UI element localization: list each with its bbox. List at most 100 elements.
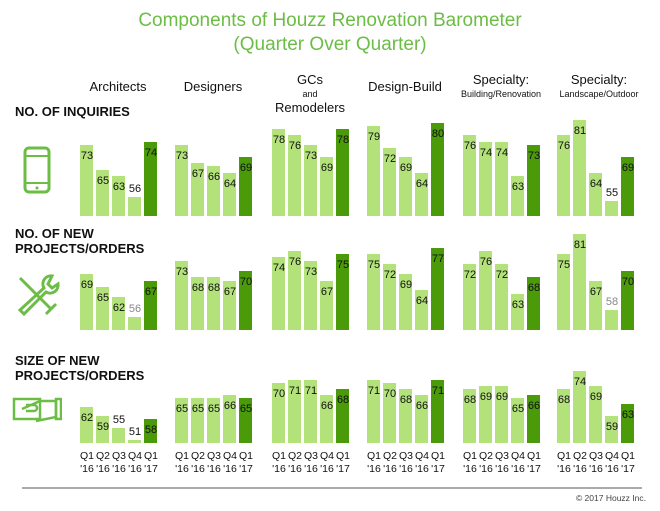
quarter-label: Q4'16 — [127, 450, 142, 475]
value-label: 58 — [144, 424, 158, 436]
value-label: 70 — [272, 388, 286, 400]
value-label: 65 — [511, 403, 525, 415]
bar — [589, 280, 602, 330]
quarter-label: Q4'16 — [319, 450, 334, 475]
value-label: 69 — [479, 391, 493, 403]
value-label: 64 — [589, 177, 603, 190]
quarter-label: Q2'16 — [572, 450, 587, 475]
bar — [80, 273, 93, 330]
value-label: 63 — [112, 180, 126, 193]
bar — [399, 389, 412, 443]
quarter-label: Q3'16 — [588, 450, 603, 475]
quarter-label: Q1'16 — [366, 450, 381, 475]
value-label: 65 — [191, 403, 205, 415]
bar — [511, 293, 524, 330]
value-label: 76 — [463, 140, 477, 153]
bar — [223, 172, 236, 216]
value-label: 63 — [511, 180, 525, 193]
value-label: 71 — [304, 385, 318, 397]
bar — [144, 280, 157, 330]
value-label: 73 — [175, 149, 189, 162]
value-label: 71 — [367, 385, 381, 397]
bar — [511, 398, 524, 443]
quarter-label: Q3'16 — [303, 450, 318, 475]
bar — [511, 175, 524, 216]
value-label: 66 — [320, 400, 334, 412]
value-label: 68 — [463, 394, 477, 406]
value-label: 81 — [573, 124, 587, 137]
quarter-label: Q1'16 — [79, 450, 94, 475]
value-label: 66 — [527, 400, 541, 412]
bar — [223, 280, 236, 330]
bar — [527, 395, 540, 443]
bar — [239, 398, 252, 443]
row-label: NO. OF INQUIRIES — [15, 104, 130, 119]
bar — [495, 264, 508, 330]
bar — [175, 398, 188, 443]
bar — [144, 141, 157, 216]
value-label: 69 — [320, 162, 334, 175]
bar — [367, 126, 380, 216]
value-label: 76 — [479, 255, 493, 268]
bar — [463, 135, 476, 216]
chart-subtitle: (Quarter Over Quarter) — [233, 34, 427, 55]
quarter-label: Q2'16 — [190, 450, 205, 475]
bar — [573, 234, 586, 330]
value-label: 69 — [621, 162, 635, 175]
bar — [96, 287, 109, 330]
value-label: 69 — [399, 162, 413, 175]
value-label: 76 — [288, 140, 302, 153]
bar — [573, 119, 586, 216]
value-label: 67 — [223, 285, 237, 298]
value-label: 70 — [621, 275, 635, 288]
value-label: 71 — [431, 385, 445, 397]
bar — [207, 166, 220, 216]
bar — [191, 163, 204, 216]
bar — [304, 144, 317, 216]
bar — [175, 144, 188, 216]
value-label: 72 — [383, 269, 397, 281]
value-label: 73 — [175, 265, 189, 278]
quarter-label: Q3'16 — [494, 450, 509, 475]
quarter-label: Q1'16 — [462, 450, 477, 475]
bar — [431, 380, 444, 443]
quarter-label: Q1'17 — [526, 450, 541, 475]
value-label: 78 — [336, 134, 350, 147]
bar — [605, 200, 618, 216]
value-label: 68 — [207, 282, 221, 295]
value-label: 68 — [399, 394, 413, 406]
value-label: 56 — [128, 302, 142, 315]
value-label: 51 — [128, 426, 142, 438]
quarter-label: Q4'16 — [604, 450, 619, 475]
bar — [288, 250, 301, 330]
bar — [621, 157, 634, 216]
bar — [239, 157, 252, 216]
bar — [96, 416, 109, 443]
bar — [621, 404, 634, 443]
quarter-label: Q4'16 — [414, 450, 429, 475]
value-label: 81 — [573, 239, 587, 252]
quarter-label: Q1'16 — [271, 450, 286, 475]
bar — [112, 297, 125, 330]
bar — [495, 386, 508, 443]
value-label: 69 — [589, 391, 603, 403]
row-header-size: SIZE OF NEW PROJECTS/ORDERS — [15, 353, 144, 383]
value-label: 75 — [557, 259, 571, 272]
bar — [573, 371, 586, 443]
value-label: 78 — [272, 134, 286, 147]
value-label: 72 — [495, 269, 509, 281]
bar — [431, 247, 444, 330]
value-label: 66 — [207, 171, 221, 184]
value-label: 73 — [527, 149, 541, 162]
value-label: 77 — [431, 252, 445, 265]
value-label: 74 — [479, 146, 493, 159]
value-label: 67 — [144, 285, 158, 298]
bar — [320, 157, 333, 216]
quarter-label: Q1'17 — [238, 450, 253, 475]
quarter-label: Q1'16 — [556, 450, 571, 475]
value-label: 71 — [288, 385, 302, 397]
copyright: © 2017 Houzz Inc. — [575, 493, 646, 503]
quarter-label: Q2'16 — [287, 450, 302, 475]
value-label: 59 — [605, 421, 619, 433]
value-label: 62 — [112, 302, 126, 314]
